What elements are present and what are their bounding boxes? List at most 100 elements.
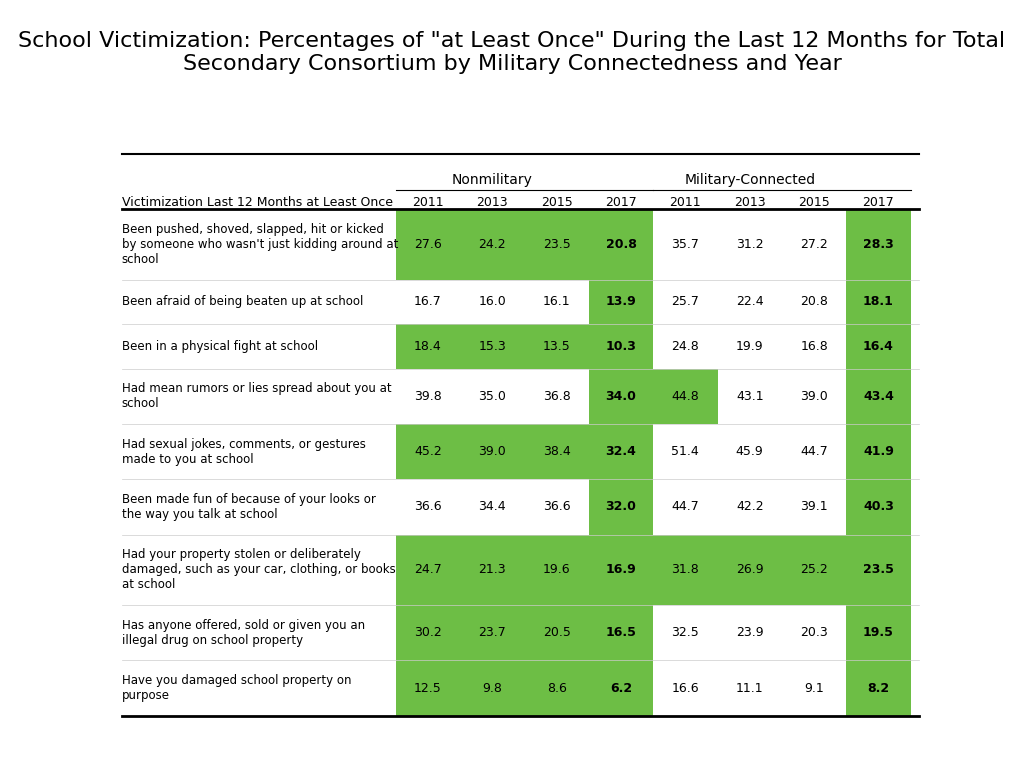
FancyBboxPatch shape [846,605,910,660]
FancyBboxPatch shape [589,660,653,716]
Text: 45.9: 45.9 [736,445,764,458]
Text: 18.1: 18.1 [863,296,894,308]
Text: 19.5: 19.5 [863,627,894,639]
Text: 8.6: 8.6 [547,682,566,694]
Text: 23.5: 23.5 [543,238,570,250]
Text: 16.7: 16.7 [414,296,441,308]
Text: 39.1: 39.1 [801,501,827,513]
Text: 2011: 2011 [412,196,443,209]
FancyBboxPatch shape [846,324,910,369]
Text: 23.7: 23.7 [478,627,506,639]
Text: Been in a physical fight at school: Been in a physical fight at school [122,340,317,353]
Text: 26.9: 26.9 [736,564,764,576]
FancyBboxPatch shape [846,369,910,424]
Text: 10.3: 10.3 [605,340,637,353]
Text: 15.3: 15.3 [478,340,506,353]
Text: 20.3: 20.3 [800,627,828,639]
Text: 23.9: 23.9 [736,627,764,639]
Text: 24.7: 24.7 [414,564,441,576]
Text: 32.5: 32.5 [672,627,699,639]
FancyBboxPatch shape [589,280,653,324]
Text: 2017: 2017 [862,196,894,209]
Text: 39.0: 39.0 [800,390,828,402]
Text: 18.4: 18.4 [414,340,441,353]
Text: 39.8: 39.8 [414,390,441,402]
FancyBboxPatch shape [460,424,524,479]
Text: Have you damaged school property on
purpose: Have you damaged school property on purp… [122,674,351,702]
Text: 24.8: 24.8 [672,340,699,353]
Text: 9.8: 9.8 [482,682,502,694]
FancyBboxPatch shape [524,324,589,369]
Text: 32.0: 32.0 [605,501,637,513]
FancyBboxPatch shape [395,660,460,716]
Text: 34.4: 34.4 [478,501,506,513]
Text: 2015: 2015 [799,196,830,209]
Text: 32.4: 32.4 [605,445,637,458]
Text: 40.3: 40.3 [863,501,894,513]
FancyBboxPatch shape [460,605,524,660]
Text: 22.4: 22.4 [736,296,764,308]
FancyBboxPatch shape [589,324,653,369]
Text: 38.4: 38.4 [543,445,570,458]
Text: 44.8: 44.8 [672,390,699,402]
Text: 28.3: 28.3 [863,238,894,250]
Text: 11.1: 11.1 [736,682,764,694]
Text: 16.9: 16.9 [605,564,636,576]
FancyBboxPatch shape [589,535,653,605]
Text: 12.5: 12.5 [414,682,441,694]
Text: 23.5: 23.5 [863,564,894,576]
Text: 35.7: 35.7 [672,238,699,250]
FancyBboxPatch shape [395,324,460,369]
FancyBboxPatch shape [846,479,910,535]
FancyBboxPatch shape [653,535,718,605]
FancyBboxPatch shape [589,369,653,424]
Text: 2013: 2013 [476,196,508,209]
FancyBboxPatch shape [846,535,910,605]
Text: 2015: 2015 [541,196,572,209]
Text: 21.3: 21.3 [478,564,506,576]
Text: 8.2: 8.2 [867,682,890,694]
Text: 41.9: 41.9 [863,445,894,458]
Text: 30.2: 30.2 [414,627,441,639]
FancyBboxPatch shape [653,369,718,424]
Text: 39.0: 39.0 [478,445,506,458]
FancyBboxPatch shape [524,605,589,660]
Text: 13.9: 13.9 [605,296,636,308]
FancyBboxPatch shape [718,535,782,605]
FancyBboxPatch shape [524,660,589,716]
FancyBboxPatch shape [460,535,524,605]
Text: 2011: 2011 [670,196,701,209]
Text: 34.0: 34.0 [605,390,637,402]
Text: 45.2: 45.2 [414,445,441,458]
FancyBboxPatch shape [524,535,589,605]
Text: 16.5: 16.5 [605,627,637,639]
FancyBboxPatch shape [589,424,653,479]
FancyBboxPatch shape [846,280,910,324]
Text: 6.2: 6.2 [610,682,632,694]
Text: 25.7: 25.7 [672,296,699,308]
Text: 36.6: 36.6 [543,501,570,513]
Text: 35.0: 35.0 [478,390,506,402]
FancyBboxPatch shape [524,424,589,479]
Text: Had mean rumors or lies spread about you at
school: Had mean rumors or lies spread about you… [122,382,391,410]
FancyBboxPatch shape [460,324,524,369]
Text: 16.1: 16.1 [543,296,570,308]
Text: Been afraid of being beaten up at school: Been afraid of being beaten up at school [122,296,364,308]
Text: 19.6: 19.6 [543,564,570,576]
Text: 16.4: 16.4 [863,340,894,353]
Text: 43.4: 43.4 [863,390,894,402]
Text: 44.7: 44.7 [672,501,699,513]
Text: 16.6: 16.6 [672,682,699,694]
FancyBboxPatch shape [395,424,460,479]
FancyBboxPatch shape [589,479,653,535]
FancyBboxPatch shape [782,535,846,605]
FancyBboxPatch shape [460,209,524,280]
Text: 36.8: 36.8 [543,390,570,402]
Text: Has anyone offered, sold or given you an
illegal drug on school property: Has anyone offered, sold or given you an… [122,619,365,647]
Text: 27.2: 27.2 [800,238,828,250]
Text: Had your property stolen or deliberately
damaged, such as your car, clothing, or: Had your property stolen or deliberately… [122,548,395,591]
Text: 2013: 2013 [734,196,766,209]
Text: Had sexual jokes, comments, or gestures
made to you at school: Had sexual jokes, comments, or gestures … [122,438,366,465]
Text: 44.7: 44.7 [800,445,828,458]
FancyBboxPatch shape [395,209,460,280]
